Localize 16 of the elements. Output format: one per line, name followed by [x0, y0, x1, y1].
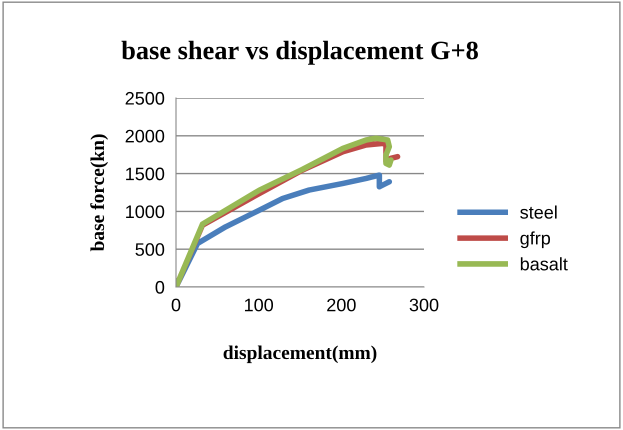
- x-tick-label: 200: [327, 298, 356, 312]
- y-tick-label: 2000: [126, 130, 164, 143]
- x-tick-label: 0: [172, 298, 180, 312]
- y-tick-label: 1000: [126, 205, 164, 218]
- y-tick-label: 2500: [126, 92, 164, 105]
- chart-title: base shear vs displacement G+8: [122, 40, 478, 65]
- legend-label: steel: [520, 205, 557, 219]
- y-tick-label: 1500: [126, 168, 164, 180]
- legend-label: gfrp: [520, 231, 550, 248]
- x-tick-label: 300: [410, 298, 438, 312]
- x-tick-label: 100: [244, 298, 274, 312]
- y-axis-title: base force(kn): [90, 134, 108, 252]
- y-tick-label: 0: [156, 280, 164, 294]
- y-tick-label: 500: [135, 243, 164, 256]
- x-axis-title: displacement(mm): [224, 346, 376, 364]
- legend-label: basalt: [520, 257, 568, 270]
